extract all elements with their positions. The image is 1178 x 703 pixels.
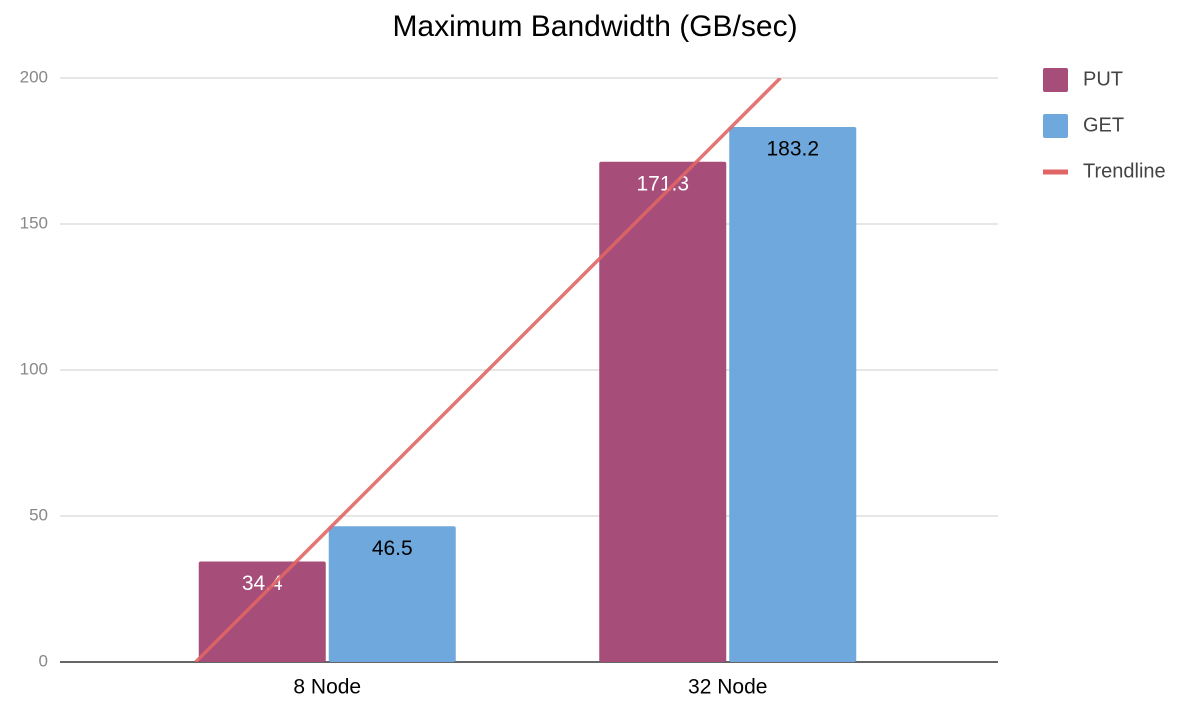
bar bbox=[599, 161, 727, 662]
bar bbox=[328, 526, 456, 662]
bar bbox=[198, 561, 326, 662]
legend-label: PUT bbox=[1083, 68, 1123, 90]
legend-label: Trendline bbox=[1083, 160, 1166, 182]
legend-swatch bbox=[1043, 114, 1068, 138]
bar bbox=[729, 127, 857, 662]
value-label: 34.4 bbox=[242, 572, 283, 595]
x-tick-label: 8 Node bbox=[293, 676, 361, 699]
legend-swatch bbox=[1043, 169, 1068, 175]
trendline-extension bbox=[194, 529, 329, 662]
trendline-group bbox=[194, 78, 782, 662]
trendline-extension bbox=[726, 78, 782, 132]
value-label: 171.3 bbox=[636, 172, 689, 195]
y-tick-label: 100 bbox=[20, 359, 48, 378]
legend-label: GET bbox=[1083, 114, 1124, 136]
value-label: 46.5 bbox=[372, 537, 413, 560]
y-tick-label: 0 bbox=[39, 651, 48, 670]
y-tick-label: 150 bbox=[20, 213, 48, 232]
y-tick-label: 50 bbox=[29, 505, 48, 524]
value-label: 183.2 bbox=[766, 138, 819, 161]
y-tick-label: 200 bbox=[20, 67, 48, 86]
x-tick-label: 32 Node bbox=[688, 676, 767, 699]
trendline bbox=[326, 129, 729, 532]
legend-swatch bbox=[1043, 68, 1068, 92]
chart-title: Maximum Bandwidth (GB/sec) bbox=[392, 10, 797, 43]
